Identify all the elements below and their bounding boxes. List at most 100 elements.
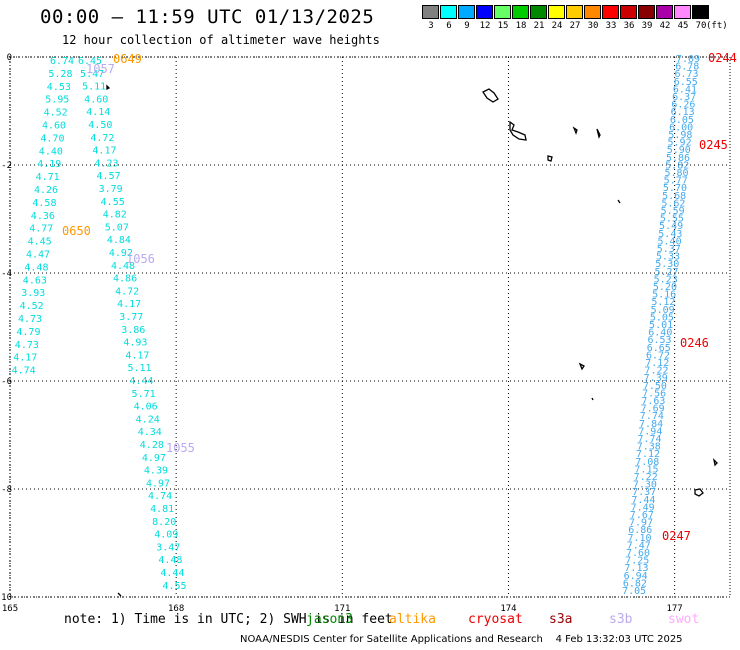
color-scale-cell: 24 xyxy=(548,5,566,39)
wave-height-value: 4.48 xyxy=(158,555,182,566)
wave-height-value: 7.56 xyxy=(642,388,666,399)
pass-time-label: 0650 xyxy=(62,224,91,238)
color-scale-label: 21 xyxy=(533,21,545,31)
wave-height-value: 4.52 xyxy=(44,108,68,119)
color-swatch xyxy=(440,5,457,19)
wave-height-value: 7.12 xyxy=(645,358,669,369)
color-scale-label: 6 xyxy=(446,21,452,31)
wave-height-value: 4.97 xyxy=(142,453,166,464)
wave-height-value: 4.92 xyxy=(109,248,133,259)
color-swatch xyxy=(692,5,709,19)
satellite-legend-item: altika xyxy=(389,612,436,627)
wave-height-value: 5.80 xyxy=(664,168,688,179)
wave-height-value: 6.74 xyxy=(50,56,74,67)
wave-height-value: 7.97 xyxy=(629,518,653,529)
wave-height-value: 4.44 xyxy=(160,568,184,579)
color-scale-label: 24 xyxy=(551,21,563,31)
color-scale-cell: 9 xyxy=(458,5,476,39)
color-scale-cell: 36 xyxy=(620,5,638,39)
wave-height-value: 3.47 xyxy=(156,542,180,553)
wave-height-value: 5.95 xyxy=(45,95,69,106)
wave-height-value: 4.58 xyxy=(32,198,56,209)
wave-height-value: 5.11 xyxy=(82,82,106,93)
island xyxy=(617,199,621,204)
satellite-legend-item: s3a xyxy=(549,612,573,627)
wave-height-value: 4.48 xyxy=(111,261,135,272)
color-swatch xyxy=(674,5,691,19)
color-scale-label: 33 xyxy=(605,21,617,31)
wave-height-value: 3.79 xyxy=(99,184,123,195)
color-scale-label: 30 xyxy=(587,21,599,31)
wave-height-value: 7.63 xyxy=(641,396,665,407)
wave-height-value: 4.45 xyxy=(28,237,52,248)
pass-time-label: 1056 xyxy=(126,252,155,266)
wave-height-value: 7.12 xyxy=(636,449,660,460)
wave-height-value: 4.71 xyxy=(36,172,60,183)
wave-height-value: 6.86 xyxy=(628,525,652,536)
color-swatch xyxy=(548,5,565,19)
wave-height-value: 5.49 xyxy=(659,221,683,232)
wave-height-value: 4.47 xyxy=(26,250,50,261)
credit-text: NOAA/NESDIS Center for Satellite Applica… xyxy=(240,634,543,645)
color-scale-label: 42 xyxy=(659,21,671,31)
lat-tick-label: -4 xyxy=(1,269,12,279)
wave-height-value: 4.44 xyxy=(130,376,154,387)
wave-height-value: 7.94 xyxy=(638,426,662,437)
color-scale-label: 18 xyxy=(515,21,527,31)
wave-height-value: 5.98 xyxy=(668,130,692,141)
wave-height-value: 4.73 xyxy=(15,340,39,351)
wave-height-value: 7.22 xyxy=(644,366,668,377)
wave-height-value: 7.74 xyxy=(640,411,664,422)
lat-tick-label: 0 xyxy=(7,53,12,63)
color-scale-label: 27 xyxy=(569,21,581,31)
island xyxy=(591,397,594,401)
wave-height-value: 4.17 xyxy=(92,146,116,157)
wave-height-value: 4.26 xyxy=(34,185,58,196)
island xyxy=(509,120,527,141)
lon-tick-label: 168 xyxy=(168,604,184,614)
lat-tick-label: -10 xyxy=(0,593,12,603)
wave-height-value: 4.73 xyxy=(18,314,42,325)
color-scale-legend: 3 6 9 12 15 18 21 24 27 30 33 36 39 42 45 70 xyxy=(422,5,710,39)
wave-height-value: 4.24 xyxy=(136,414,160,425)
lat-tick-label: -2 xyxy=(1,161,12,171)
color-swatch xyxy=(602,5,619,19)
wave-height-value: 4.82 xyxy=(103,210,127,221)
wave-height-value: 4.17 xyxy=(117,299,141,310)
color-scale-cell: 3 xyxy=(422,5,440,39)
wave-height-value: 6.82 xyxy=(623,578,647,589)
wave-height-value: 7.39 xyxy=(644,373,668,384)
wave-height-value: 7.74 xyxy=(638,434,662,445)
satellite-legend-item: swot xyxy=(668,612,700,627)
color-scale-unit: (ft) xyxy=(706,21,728,31)
wave-height-value: 7.49 xyxy=(631,502,655,513)
wave-height-value: 5.47 xyxy=(80,69,104,80)
wave-height-value: 6.26 xyxy=(671,100,695,111)
wave-height-value: 6.00 xyxy=(669,122,693,133)
wave-height-value: 3.93 xyxy=(21,288,45,299)
wave-height-value: 5.92 xyxy=(668,138,692,149)
wave-height-value: 4.57 xyxy=(97,171,121,182)
wave-height-value: 7.30 xyxy=(633,480,657,491)
wave-height-value: 6.40 xyxy=(648,328,672,339)
pass-time-label: 0247 xyxy=(662,529,691,543)
color-scale-label: 12 xyxy=(479,21,491,31)
wave-height-value: 4.14 xyxy=(86,107,110,118)
wave-height-value: 6.13 xyxy=(671,107,695,118)
wave-height-value: 7.13 xyxy=(624,563,648,574)
wave-height-value: 6.45 xyxy=(78,56,102,67)
wave-height-value: 5.07 xyxy=(105,222,129,233)
wave-height-value: 4.23 xyxy=(94,158,118,169)
color-scale-cell: 42 xyxy=(656,5,674,39)
wave-height-value: 8.20 xyxy=(152,517,176,528)
wave-height-value: 6.41 xyxy=(673,84,697,95)
color-scale-cell: 45 xyxy=(674,5,692,39)
color-swatch xyxy=(476,5,493,19)
satellite-legend-item: s3b xyxy=(609,612,633,627)
color-scale-cell: 6 xyxy=(440,5,458,39)
color-scale-label: 9 xyxy=(464,21,470,31)
color-scale-cell: 27 xyxy=(566,5,584,39)
wave-height-value: 5.71 xyxy=(132,389,156,400)
